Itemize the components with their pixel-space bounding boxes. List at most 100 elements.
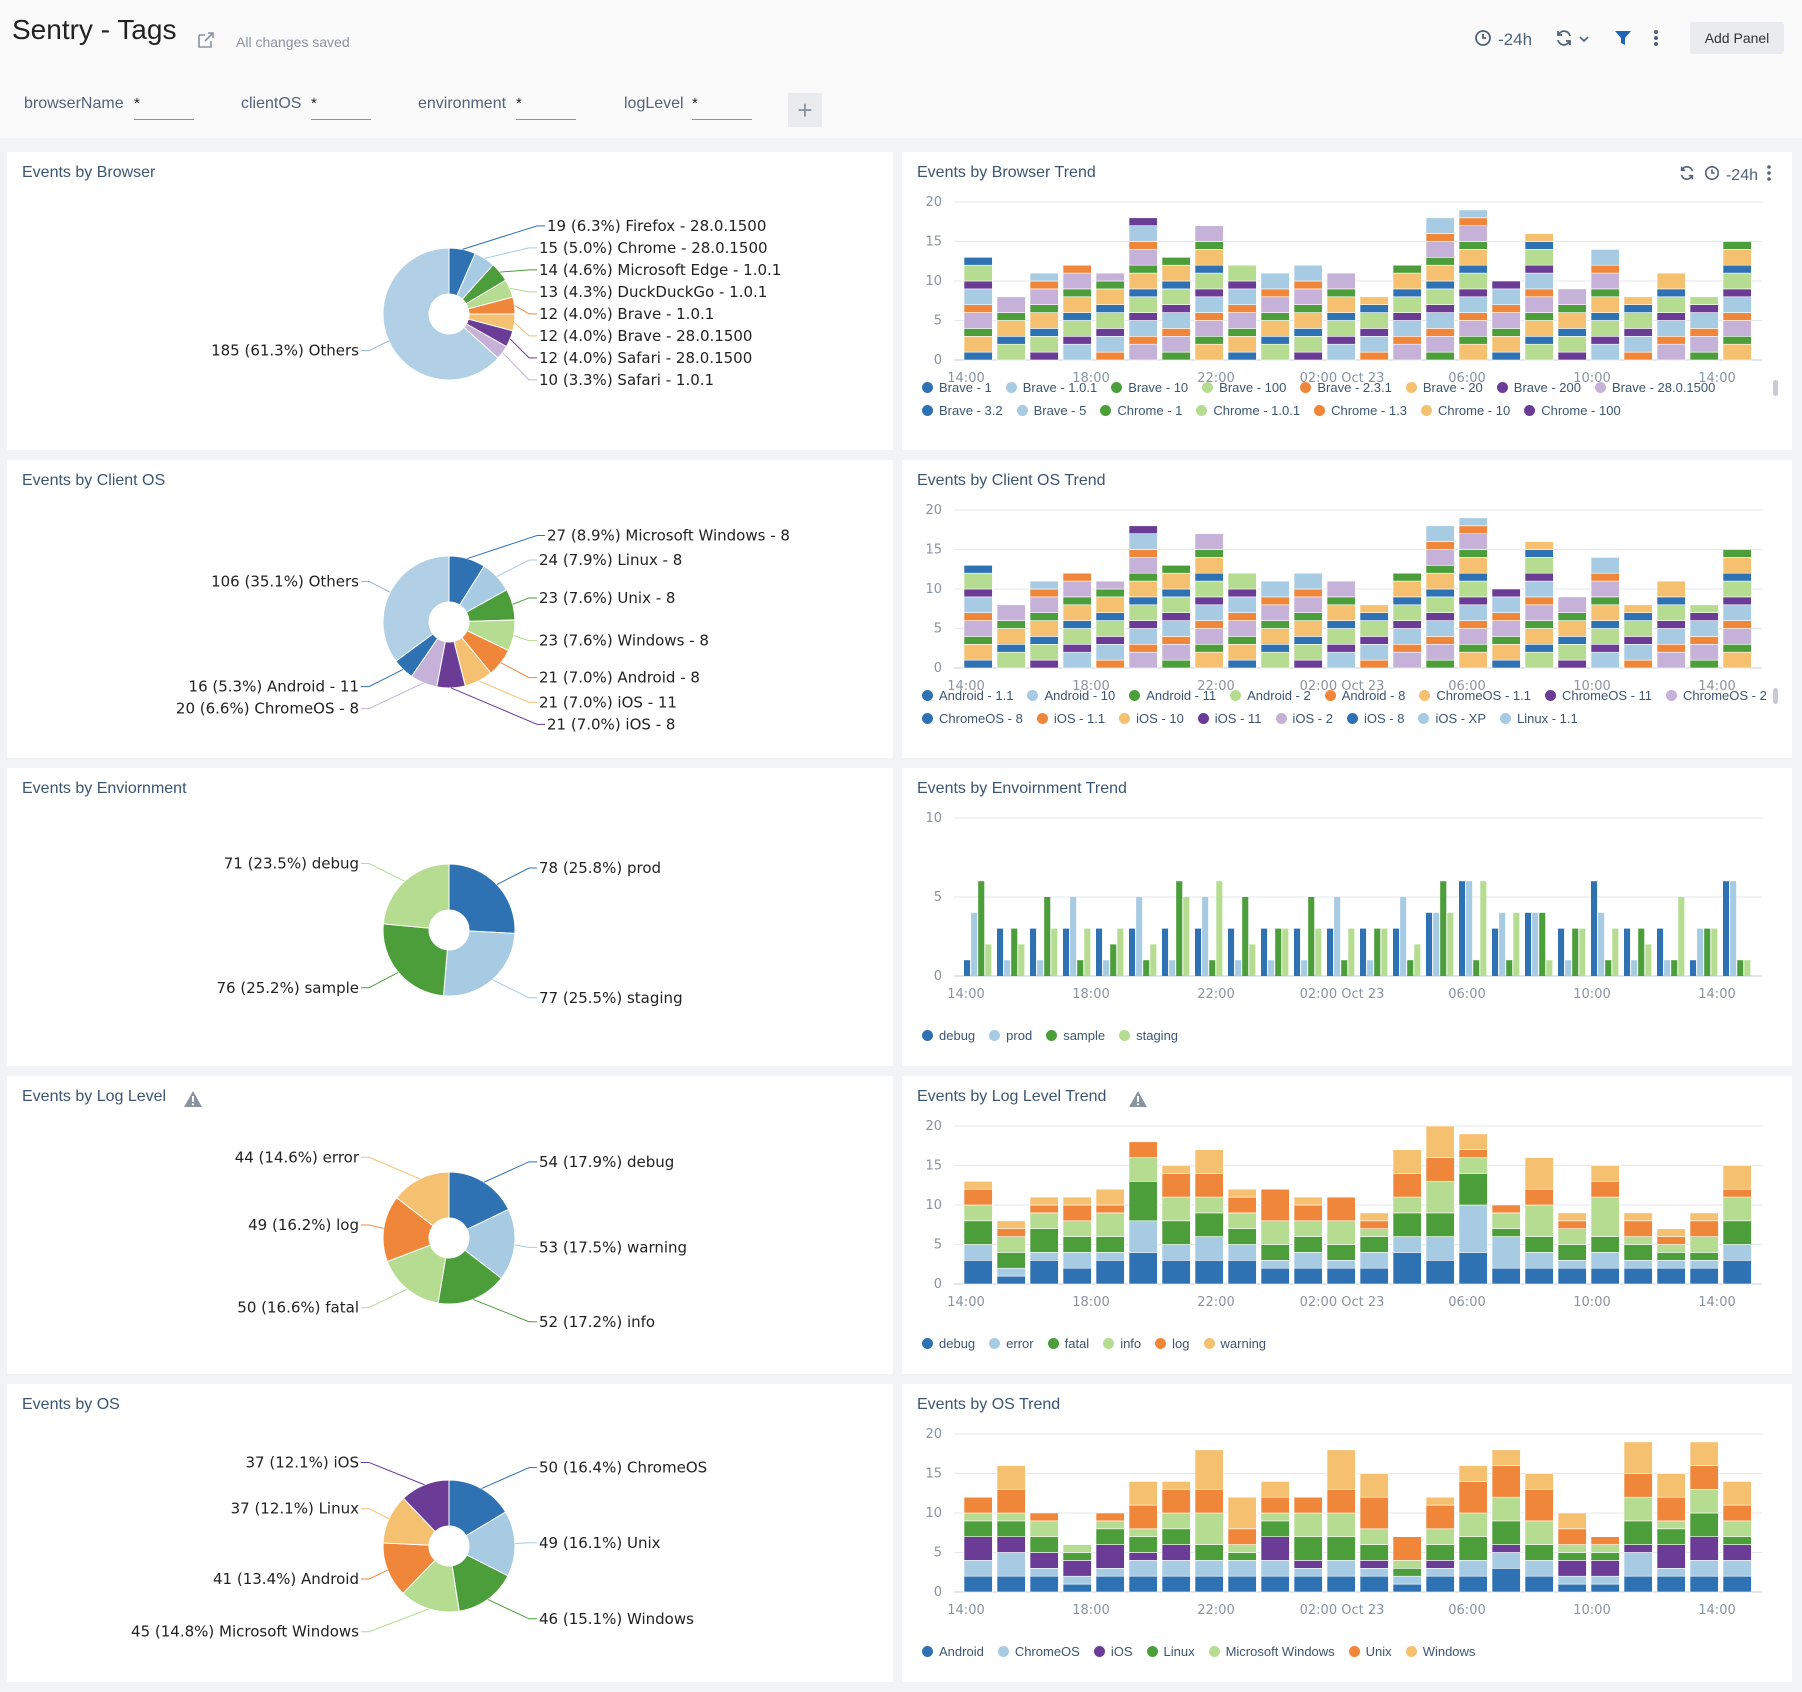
bar-segment[interactable] <box>1722 249 1752 266</box>
bar-segment[interactable] <box>1392 1568 1422 1577</box>
bar-segment[interactable] <box>1524 549 1554 558</box>
bar-segment[interactable] <box>1062 1544 1092 1553</box>
bar-segment[interactable] <box>1722 1220 1752 1245</box>
bar-segment[interactable] <box>1128 572 1158 582</box>
legend-item[interactable]: Brave - 5 <box>1016 403 1086 418</box>
bar-segment[interactable] <box>1425 1496 1455 1506</box>
bar-segment[interactable] <box>1359 1575 1389 1593</box>
bar-segment[interactable] <box>1194 288 1224 298</box>
bar-segment[interactable] <box>1392 604 1422 621</box>
bar-segment[interactable] <box>1293 1575 1323 1593</box>
bar-segment[interactable] <box>1326 272 1356 290</box>
bar-segment[interactable] <box>1293 288 1323 306</box>
bar-segment[interactable] <box>1656 1236 1686 1245</box>
bar-segment[interactable] <box>1524 1520 1554 1545</box>
bar-segment[interactable] <box>1359 636 1389 645</box>
bar-segment[interactable] <box>996 312 1026 321</box>
bar-segment[interactable] <box>1656 1528 1686 1545</box>
bar-segment[interactable] <box>1656 580 1686 598</box>
bar-segment[interactable] <box>1425 280 1455 290</box>
bar-segment[interactable] <box>1524 644 1554 653</box>
bar-segment[interactable] <box>1194 644 1224 653</box>
bar-segment[interactable] <box>1326 1220 1356 1245</box>
bar[interactable] <box>1268 960 1275 976</box>
bar-segment[interactable] <box>1260 620 1290 629</box>
pie-slice[interactable] <box>402 1479 450 1533</box>
bar-segment[interactable] <box>1425 565 1455 574</box>
bar-segment[interactable] <box>1293 636 1323 645</box>
bar-segment[interactable] <box>1161 1575 1191 1593</box>
bar-segment[interactable] <box>1227 1528 1257 1545</box>
bar[interactable] <box>1414 944 1421 976</box>
bar-segment[interactable] <box>1524 628 1554 645</box>
bar-segment[interactable] <box>1623 1575 1653 1593</box>
bar-segment[interactable] <box>1524 1267 1554 1285</box>
legend-item[interactable]: iOS - 1.1 <box>1036 711 1105 726</box>
bar-segment[interactable] <box>1095 1260 1125 1285</box>
bar-segment[interactable] <box>1557 288 1587 306</box>
bar-segment[interactable] <box>1557 620 1587 637</box>
bar-segment[interactable] <box>1557 351 1587 361</box>
bar-segment[interactable] <box>1194 1260 1224 1285</box>
bar[interactable] <box>1183 897 1190 976</box>
bar[interactable] <box>1704 928 1711 976</box>
legend-item[interactable]: ChromeOS - 2 <box>1666 688 1767 703</box>
bar-segment[interactable] <box>1656 288 1686 298</box>
bar-segment[interactable] <box>1656 596 1686 606</box>
time-range-button[interactable]: -24h <box>1474 26 1532 54</box>
bar-segment[interactable] <box>1326 1449 1356 1490</box>
bar[interactable] <box>1638 928 1645 976</box>
bar-segment[interactable] <box>1260 651 1290 669</box>
bar-segment[interactable] <box>1227 612 1257 621</box>
bar-segment[interactable] <box>1722 1520 1752 1538</box>
bar-segment[interactable] <box>963 644 993 661</box>
legend-item[interactable]: debug <box>922 1028 975 1043</box>
bar-segment[interactable] <box>1194 241 1224 250</box>
bar-segment[interactable] <box>1524 1204 1554 1237</box>
bar-segment[interactable] <box>1293 328 1323 337</box>
bar-segment[interactable] <box>1722 557 1752 574</box>
bar-segment[interactable] <box>1392 264 1422 274</box>
bar-segment[interactable] <box>1194 1575 1224 1593</box>
bar-segment[interactable] <box>1293 336 1323 353</box>
bar-segment[interactable] <box>1128 549 1158 558</box>
bar-segment[interactable] <box>1359 1496 1389 1530</box>
bar[interactable] <box>1334 897 1341 976</box>
bar-segment[interactable] <box>1524 1236 1554 1253</box>
bar-segment[interactable] <box>1128 620 1158 629</box>
bar-segment[interactable] <box>1029 312 1059 329</box>
bar[interactable] <box>1730 881 1737 976</box>
bar[interactable] <box>1624 928 1631 976</box>
bar-segment[interactable] <box>1524 1252 1554 1269</box>
bar-segment[interactable] <box>1161 644 1191 661</box>
bar-segment[interactable] <box>1689 612 1719 621</box>
bar-segment[interactable] <box>1128 264 1158 274</box>
bar-segment[interactable] <box>1062 1552 1092 1561</box>
bar-segment[interactable] <box>1128 217 1158 226</box>
bar-segment[interactable] <box>1491 620 1521 637</box>
bar-segment[interactable] <box>1194 1560 1224 1577</box>
bar-segment[interactable] <box>996 320 1026 337</box>
legend-item[interactable]: fatal <box>1047 1336 1089 1351</box>
bar[interactable] <box>1242 897 1249 976</box>
bar[interactable] <box>1466 881 1473 976</box>
bar-segment[interactable] <box>1095 1204 1125 1214</box>
legend-item[interactable]: Chrome - 1.3 <box>1314 403 1407 418</box>
bar-segment[interactable] <box>1524 288 1554 298</box>
bar[interactable] <box>1513 912 1520 976</box>
bar-segment[interactable] <box>1524 596 1554 606</box>
filter-input-clientos[interactable]: * <box>311 95 317 112</box>
bar-segment[interactable] <box>1557 1583 1587 1593</box>
bar[interactable] <box>1367 960 1374 976</box>
bar-segment[interactable] <box>1194 264 1224 274</box>
bar-segment[interactable] <box>1227 1196 1257 1214</box>
bar[interactable] <box>1275 928 1282 976</box>
bar-segment[interactable] <box>1458 644 1488 653</box>
bar-segment[interactable] <box>1128 1141 1158 1158</box>
bar-segment[interactable] <box>1458 343 1488 361</box>
bar[interactable] <box>1117 928 1124 976</box>
bar-segment[interactable] <box>1656 644 1686 653</box>
bar-segment[interactable] <box>1293 351 1323 361</box>
bar-segment[interactable] <box>1062 1220 1092 1237</box>
bar-segment[interactable] <box>1392 572 1422 582</box>
